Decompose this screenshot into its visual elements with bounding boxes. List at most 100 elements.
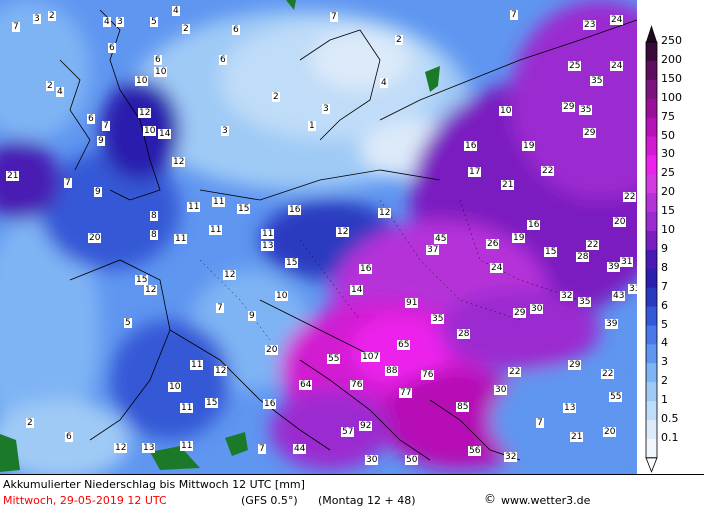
precip-value-label: 20 bbox=[613, 217, 627, 227]
legend-swatch bbox=[646, 344, 657, 364]
legend-swatch bbox=[646, 155, 657, 175]
legend-swatch bbox=[646, 306, 657, 326]
legend-label: 7 bbox=[661, 279, 668, 293]
precip-value-label: 15 bbox=[285, 258, 299, 268]
precip-value-label: 13 bbox=[142, 443, 156, 453]
precip-value-label: 12 bbox=[214, 366, 228, 376]
footer-date: Mittwoch, 29-05-2019 12 UTC bbox=[3, 494, 167, 507]
precip-value-label: 6 bbox=[219, 55, 227, 65]
precip-value-label: 11 bbox=[180, 403, 194, 413]
precip-value-label: 11 bbox=[190, 360, 204, 370]
precip-value-label: 35 bbox=[578, 297, 592, 307]
precip-value-label: 22 bbox=[623, 192, 637, 202]
precip-value-label: 29 bbox=[562, 102, 576, 112]
precip-value-label: 29 bbox=[568, 360, 582, 370]
legend-label: 0.1 bbox=[661, 430, 679, 444]
legend-label: 4 bbox=[661, 336, 668, 350]
precip-value-label: 19 bbox=[522, 141, 536, 151]
legend-swatch bbox=[646, 287, 657, 308]
precip-value-label: 12 bbox=[378, 208, 392, 218]
precip-value-label: 2 bbox=[46, 81, 54, 91]
precip-value-label: 19 bbox=[512, 233, 526, 243]
precip-value-label: 6 bbox=[65, 432, 73, 442]
precip-value-label: 10 bbox=[499, 106, 513, 116]
precip-value-label: 6 bbox=[154, 55, 162, 65]
precip-value-label: 11 bbox=[212, 197, 226, 207]
precip-value-label: 16 bbox=[359, 264, 373, 274]
precip-value-label: 24 bbox=[610, 15, 624, 25]
map-footer: Akkumulierter Niederschlag bis Mittwoch … bbox=[0, 474, 704, 514]
precip-value-label: 7 bbox=[258, 444, 266, 454]
precip-value-label: 50 bbox=[405, 455, 419, 465]
precip-value-label: 7 bbox=[102, 121, 110, 131]
precip-value-label: 92 bbox=[359, 421, 373, 431]
precip-value-label: 65 bbox=[397, 340, 411, 350]
precip-value-label: 10 bbox=[154, 67, 168, 77]
precip-value-label: 29 bbox=[513, 308, 527, 318]
legend-swatch bbox=[646, 325, 657, 345]
precip-value-label: 20 bbox=[603, 427, 617, 437]
precip-value-label: 4 bbox=[103, 17, 111, 27]
footer-run: (Montag 12 + 48) bbox=[318, 494, 416, 507]
precip-value-label: 13 bbox=[563, 403, 577, 413]
precip-value-label: 10 bbox=[275, 291, 289, 301]
legend-label: 200 bbox=[661, 52, 682, 66]
precip-value-label: 5 bbox=[150, 17, 158, 27]
precip-value-label: 107 bbox=[361, 352, 381, 362]
legend-label: 100 bbox=[661, 90, 682, 104]
precip-value-label: 1 bbox=[308, 121, 316, 131]
precip-value-label: 6 bbox=[232, 25, 240, 35]
precip-value-label: 55 bbox=[609, 392, 623, 402]
precip-value-label: 3 bbox=[116, 17, 124, 27]
legend-label: 6 bbox=[661, 298, 668, 312]
legend-swatch bbox=[646, 363, 657, 383]
precip-value-label: 56 bbox=[468, 446, 482, 456]
precip-value-label: 11 bbox=[174, 234, 188, 244]
legend-swatch bbox=[646, 212, 657, 232]
precip-value-label: 21 bbox=[6, 171, 20, 181]
precip-value-label: 16 bbox=[527, 220, 541, 230]
precip-value-label: 7 bbox=[536, 418, 544, 428]
legend-label: 8 bbox=[661, 260, 668, 274]
precip-value-label: 85 bbox=[456, 402, 470, 412]
precip-value-label: 12 bbox=[172, 157, 186, 167]
legend-swatch bbox=[646, 136, 657, 156]
precip-value-label: 2 bbox=[182, 24, 190, 34]
precip-value-label: 77 bbox=[399, 388, 413, 398]
legend-label: 2 bbox=[661, 374, 668, 388]
precip-value-label: 7 bbox=[216, 303, 224, 313]
legend-label: 50 bbox=[661, 128, 675, 142]
precip-value-label: 25 bbox=[568, 61, 582, 71]
precip-value-label: 4 bbox=[172, 6, 180, 16]
legend-swatch bbox=[646, 231, 657, 251]
legend-swatch bbox=[646, 420, 657, 440]
precip-value-label: 35 bbox=[579, 105, 593, 115]
footer-credit: www.wetter3.de bbox=[501, 494, 591, 507]
legend-swatch bbox=[646, 117, 657, 137]
precip-value-label: 2 bbox=[26, 418, 34, 428]
footer-model: (GFS 0.5°) bbox=[241, 494, 298, 507]
precip-value-label: 9 bbox=[248, 311, 256, 321]
precip-value-label: 76 bbox=[350, 380, 364, 390]
precip-value-label: 10 bbox=[135, 76, 149, 86]
precip-value-label: 37 bbox=[426, 245, 440, 255]
precip-value-label: 15 bbox=[135, 275, 149, 285]
precip-value-label: 5 bbox=[124, 318, 132, 328]
legend-label: 30 bbox=[661, 147, 675, 161]
precip-value-label: 29 bbox=[583, 128, 597, 138]
precip-value-label: 44 bbox=[293, 444, 307, 454]
precip-value-label: 35 bbox=[431, 314, 445, 324]
precip-value-label: 2 bbox=[48, 11, 56, 21]
precip-value-label: 8 bbox=[150, 230, 158, 240]
precip-value-label: 39 bbox=[607, 262, 621, 272]
precip-value-label: 7 bbox=[12, 22, 20, 32]
precip-value-label: 3 bbox=[33, 14, 41, 24]
legend-label: 3 bbox=[661, 355, 668, 369]
legend-swatch bbox=[646, 79, 657, 100]
precip-value-label: 24 bbox=[490, 263, 504, 273]
precip-value-label: 30 bbox=[530, 304, 544, 314]
precip-value-label: 57 bbox=[341, 427, 355, 437]
precip-value-label: 11 bbox=[261, 229, 275, 239]
precip-value-label: 10 bbox=[143, 126, 157, 136]
precip-value-label: 24 bbox=[610, 61, 624, 71]
